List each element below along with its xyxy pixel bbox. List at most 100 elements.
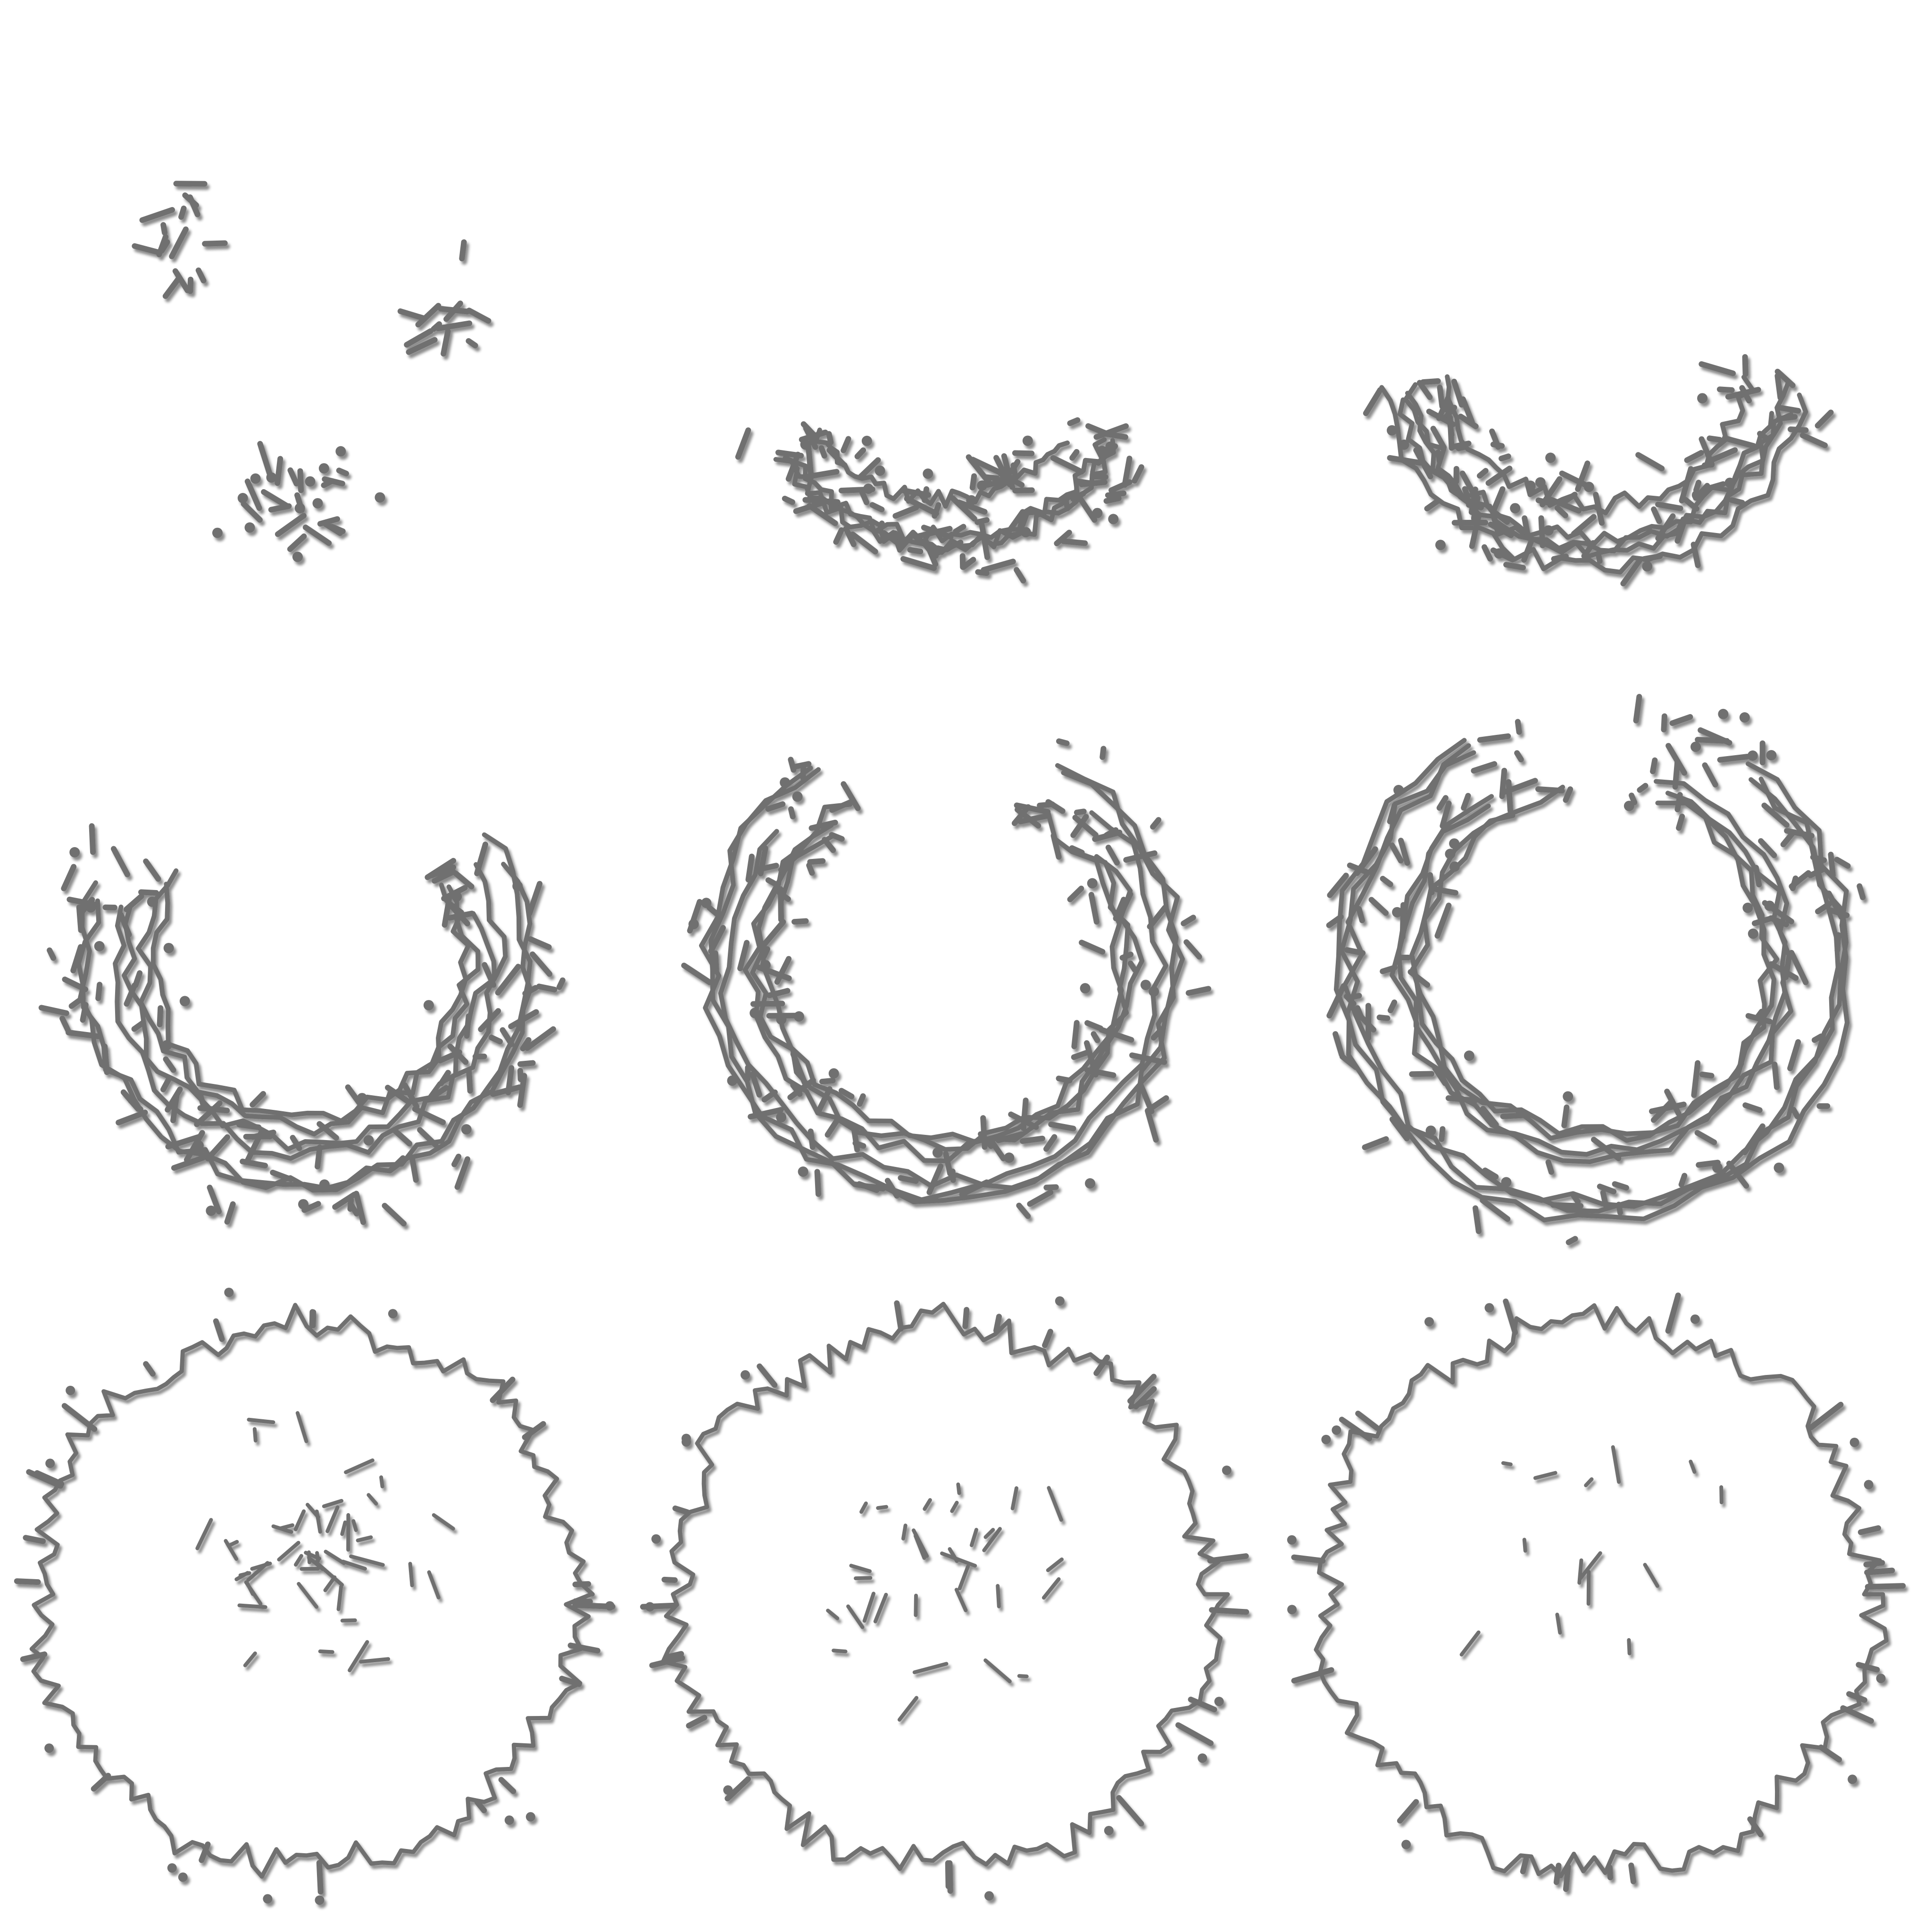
branch-fragment <box>1651 506 1662 525</box>
inner-fragment <box>318 1649 334 1654</box>
branch-fragment <box>1043 1184 1059 1191</box>
vesicle-dot <box>977 480 988 491</box>
branch-fragment <box>1857 883 1866 900</box>
branch-fragment <box>852 1182 886 1192</box>
inner-fragment <box>969 1528 978 1548</box>
inner-fragment <box>349 1554 385 1567</box>
edge-protrusion <box>1865 1583 1906 1590</box>
vesicle-dot <box>776 1112 787 1123</box>
branch-fragment <box>1502 778 1538 795</box>
branch-fragment <box>241 501 263 523</box>
branch-fragment <box>495 964 521 996</box>
vesicle-dot <box>1848 1774 1857 1784</box>
inner-fragment <box>237 1603 267 1609</box>
branch-fragment <box>922 486 930 503</box>
branch-fragment <box>1471 495 1481 522</box>
inner-fragment <box>359 1657 391 1664</box>
branch-fragment <box>332 1191 358 1210</box>
branch-fragment <box>474 841 489 876</box>
branch-fragment <box>441 893 453 928</box>
vesicle-dot <box>1214 1697 1224 1707</box>
inner-fragment <box>1010 1486 1019 1510</box>
branch-fragment <box>852 1140 866 1149</box>
ring-band <box>1333 738 1850 1223</box>
panel-6 <box>1326 694 1866 1245</box>
branch-fragment <box>1477 733 1511 743</box>
branch-fragment <box>761 1089 778 1103</box>
vesicle-dot <box>1080 983 1091 994</box>
branch-fragment <box>904 496 940 516</box>
branch-fragment <box>1387 455 1423 466</box>
branch-fragment <box>1600 1190 1609 1208</box>
branch-fragment <box>995 1131 1025 1143</box>
branch-fragment <box>68 998 82 1009</box>
branch-fragment <box>160 1076 172 1092</box>
branch-fragment <box>737 940 750 972</box>
branch-fragment <box>132 243 163 256</box>
edge-protrusion <box>567 1642 600 1654</box>
branch-fragment <box>1810 854 1827 863</box>
branch-fragment <box>1571 514 1597 537</box>
vesicle-dot <box>312 498 323 508</box>
branch-fragment <box>62 976 88 992</box>
vesicle-dot <box>1108 514 1119 525</box>
edge-protrusion <box>686 1715 708 1729</box>
vesicle-dot <box>512 881 523 891</box>
branch-fragment <box>1722 435 1757 449</box>
ring-band <box>708 767 1179 1205</box>
branch-fragment <box>70 944 84 974</box>
branch-fragment <box>876 520 885 534</box>
branch-fragment <box>1551 553 1569 562</box>
branch-fragment <box>1742 1123 1765 1156</box>
branch-fragment <box>1620 557 1643 587</box>
branch-fragment <box>1761 802 1790 828</box>
branch-fragment <box>1633 694 1642 724</box>
branch-fragment <box>762 919 786 947</box>
branch-fragment <box>1641 553 1663 562</box>
branch-fragment <box>1480 1106 1499 1128</box>
branch-fragment <box>1701 481 1726 493</box>
branch-fragment <box>437 1049 462 1064</box>
inner-fragment <box>344 1458 375 1474</box>
inner-fragment <box>958 1564 970 1591</box>
branch-fragment <box>943 1151 953 1176</box>
branch-fragment <box>1045 799 1066 814</box>
branch-fragment <box>974 517 990 525</box>
inner-fragment <box>294 1554 303 1567</box>
vesicle-dot <box>1642 561 1653 572</box>
branch-fragment <box>1339 1054 1359 1070</box>
edge-protrusion <box>665 1651 684 1660</box>
branch-fragment <box>1522 515 1532 541</box>
branch-fragment <box>89 823 96 855</box>
edge-protrusion <box>1188 1697 1217 1713</box>
vesicle-dot <box>1424 1317 1434 1327</box>
branch-fragment <box>165 1134 201 1149</box>
branch-fragment <box>111 846 130 877</box>
inner-fragment <box>297 1582 318 1609</box>
branch-fragment <box>857 1093 866 1107</box>
branch-fragment <box>981 558 1016 573</box>
branch-fragment <box>1012 450 1035 457</box>
branch-fragment <box>1056 1075 1073 1083</box>
branch-fragment <box>1707 435 1723 443</box>
branch-fragment <box>1085 423 1111 437</box>
vesicle-dot <box>305 476 316 487</box>
vesicle-dot <box>1510 503 1521 514</box>
branch-fragment <box>415 303 441 328</box>
inner-fragment <box>1041 1577 1061 1600</box>
branch-fragment <box>527 936 552 950</box>
branch-fragment <box>829 832 845 842</box>
branch-fragment <box>1460 396 1475 425</box>
branch-fragment <box>1001 453 1016 490</box>
inner-fragment <box>341 1559 367 1571</box>
branch-fragment <box>793 761 812 770</box>
edge-protrusion <box>894 1300 904 1332</box>
branch-fragment <box>916 525 953 539</box>
branch-fragment <box>748 1107 784 1120</box>
branch-fragment <box>1129 1052 1167 1065</box>
branch-fragment <box>1789 949 1809 985</box>
branch-fragment <box>1540 476 1563 508</box>
branch-fragment <box>829 798 856 813</box>
branch-fragment <box>849 531 878 555</box>
branch-fragment <box>1067 417 1081 426</box>
